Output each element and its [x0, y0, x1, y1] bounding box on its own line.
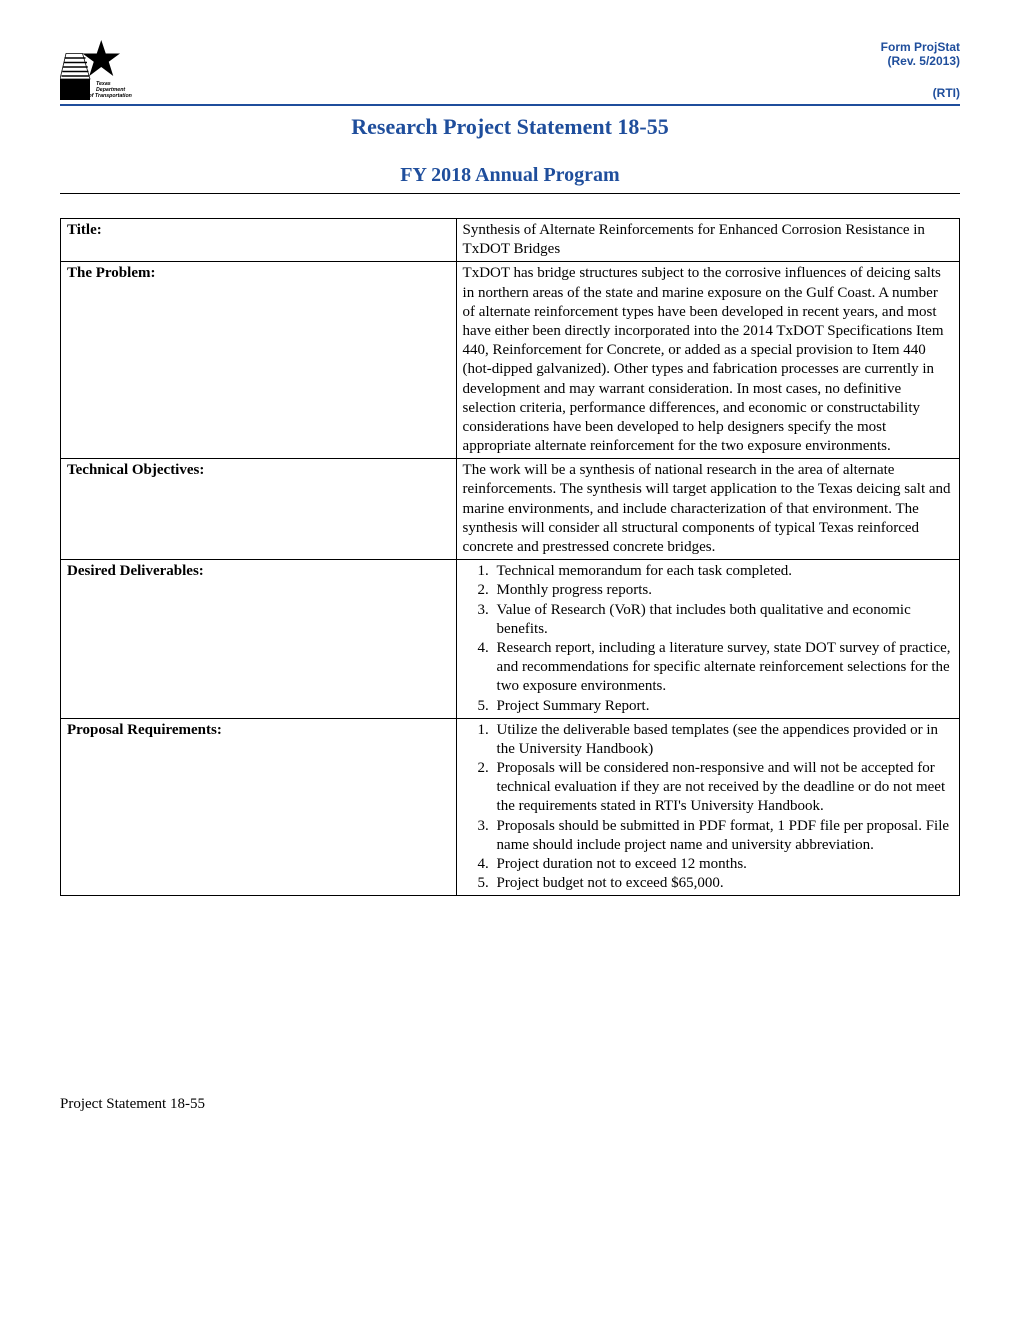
value-proposal: Utilize the deliverable based templates …: [456, 718, 959, 896]
page-title: Research Project Statement 18-55: [60, 114, 960, 140]
deliverable-item: Project Summary Report.: [493, 697, 953, 716]
row-objectives: Technical Objectives: The work will be a…: [61, 459, 960, 560]
form-meta: Form ProjStat (Rev. 5/2013) (RTI): [881, 40, 960, 100]
row-problem: The Problem: TxDOT has bridge structures…: [61, 262, 960, 459]
form-id: Form ProjStat: [881, 40, 960, 54]
value-objectives: The work will be a synthesis of national…: [456, 459, 959, 560]
label-proposal: Proposal Requirements:: [61, 718, 457, 896]
deliverable-item: Technical memorandum for each task compl…: [493, 562, 953, 581]
value-deliverables: Technical memorandum for each task compl…: [456, 560, 959, 719]
deliverable-item: Research report, including a literature …: [493, 639, 953, 697]
deliverable-item: Value of Research (VoR) that includes bo…: [493, 601, 953, 639]
proposal-item: Utilize the deliverable based templates …: [493, 721, 953, 759]
page-header: Texas Department of Transportation Form …: [60, 40, 960, 100]
row-deliverables: Desired Deliverables: Technical memorand…: [61, 560, 960, 719]
proposal-item: Proposals should be submitted in PDF for…: [493, 817, 953, 855]
row-title: Title: Synthesis of Alternate Reinforcem…: [61, 219, 960, 262]
value-problem: TxDOT has bridge structures subject to t…: [456, 262, 959, 459]
proposal-item: Project budget not to exceed $65,000.: [493, 874, 953, 893]
rti-label: (RTI): [881, 86, 960, 100]
page-subtitle: FY 2018 Annual Program: [60, 164, 960, 187]
proposal-item: Proposals will be considered non-respons…: [493, 759, 953, 817]
subtitle-rule: [60, 193, 960, 194]
logo-text-3: of Transportation: [89, 93, 132, 99]
row-proposal: Proposal Requirements: Utilize the deliv…: [61, 718, 960, 896]
proposal-item: Project duration not to exceed 12 months…: [493, 855, 953, 874]
logo-text-2: Department: [96, 87, 125, 93]
deliverables-list: Technical memorandum for each task compl…: [463, 562, 953, 716]
label-deliverables: Desired Deliverables:: [61, 560, 457, 719]
label-problem: The Problem:: [61, 262, 457, 459]
label-objectives: Technical Objectives:: [61, 459, 457, 560]
form-rev: (Rev. 5/2013): [881, 54, 960, 68]
logo-block: Texas Department of Transportation: [60, 40, 150, 100]
project-table: Title: Synthesis of Alternate Reinforcem…: [60, 218, 960, 896]
logo-text-1: Texas: [96, 81, 111, 87]
deliverable-item: Monthly progress reports.: [493, 581, 953, 600]
value-title: Synthesis of Alternate Reinforcements fo…: [456, 219, 959, 262]
proposal-list: Utilize the deliverable based templates …: [463, 721, 953, 894]
header-rule: [60, 104, 960, 106]
page-footer: Project Statement 18-55: [60, 1096, 960, 1113]
txdot-logo: Texas Department of Transportation: [60, 40, 150, 100]
label-title: Title:: [61, 219, 457, 262]
